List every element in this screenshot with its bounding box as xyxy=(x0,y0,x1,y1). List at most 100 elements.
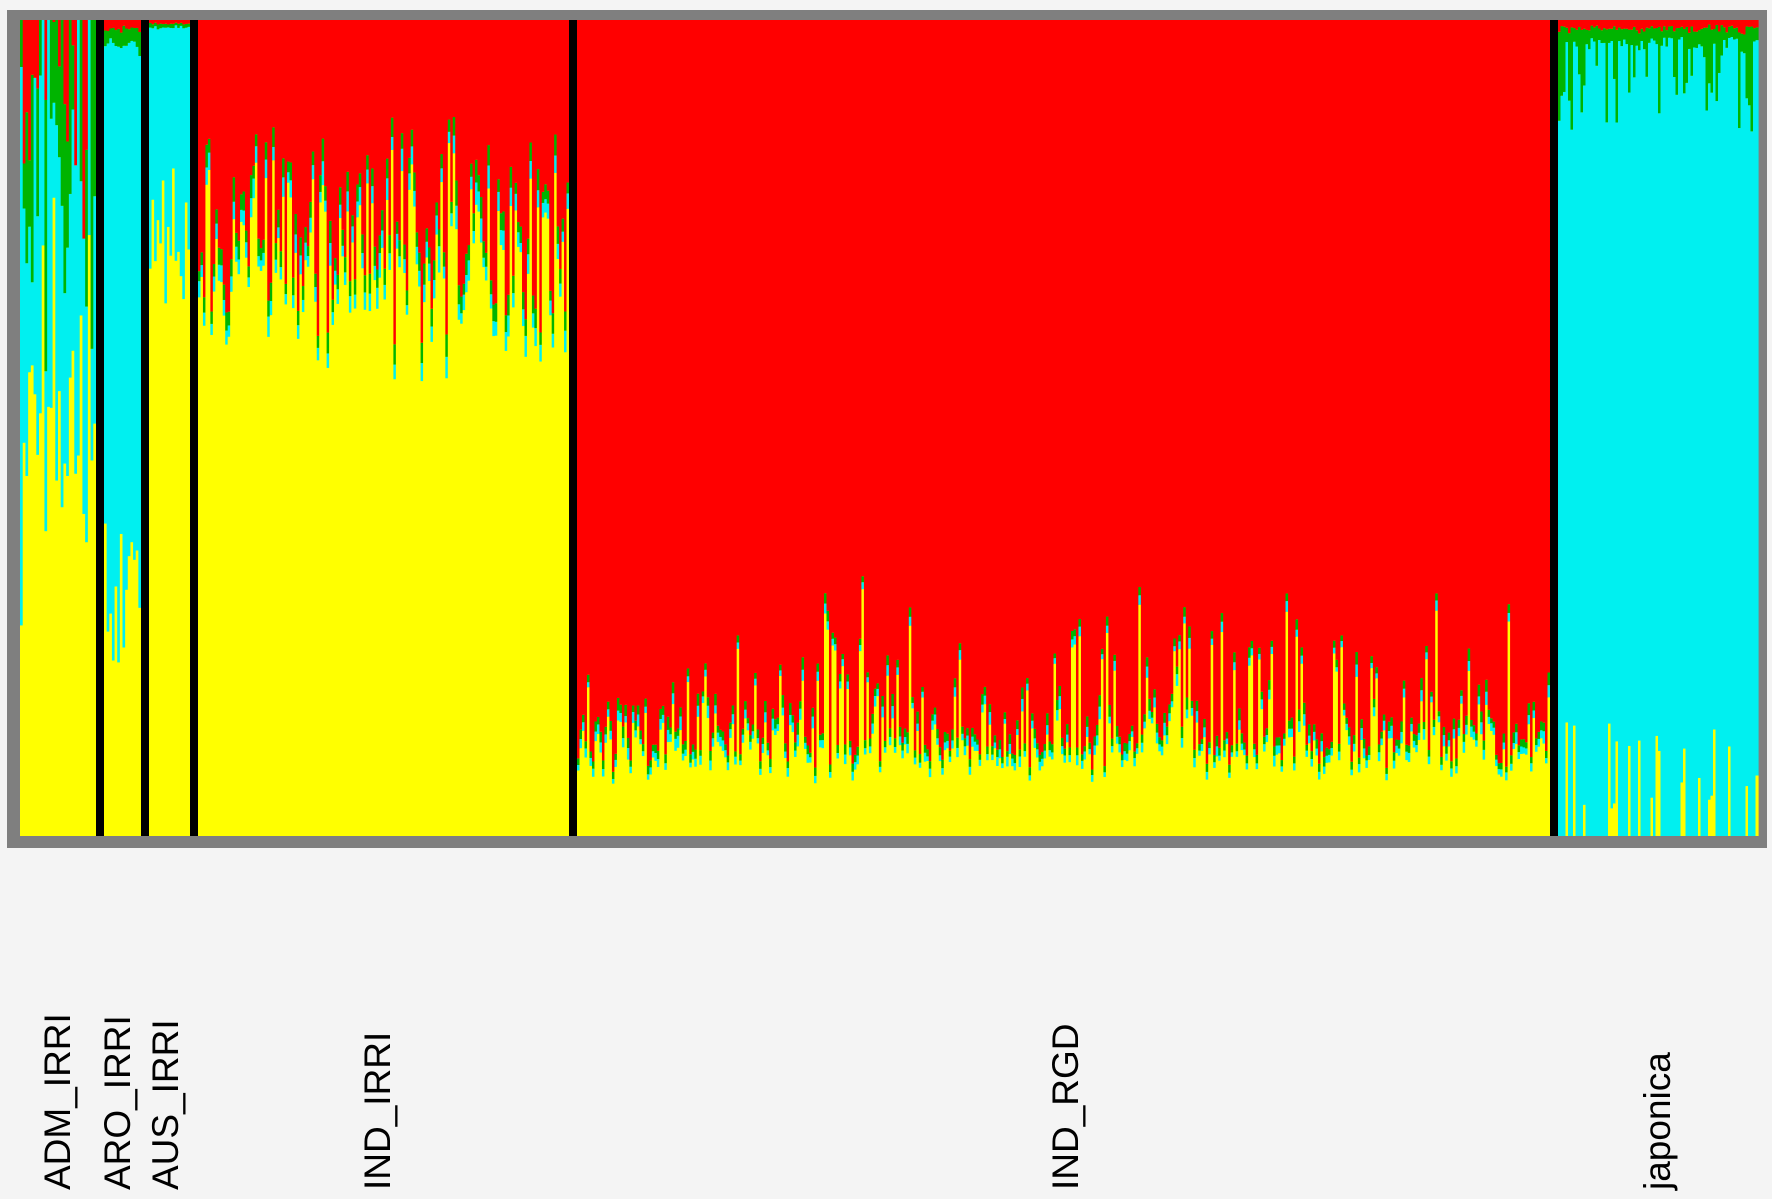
bar-ind_rgd-84-yellow xyxy=(786,776,790,836)
bar-adm_irri-18-green xyxy=(68,20,73,194)
bar-ind_rgd-32-cyan xyxy=(656,759,660,767)
bar-ind_rgd-352-green xyxy=(1455,758,1459,767)
bar-ind_rgd-264-green xyxy=(1235,743,1239,752)
bar-ind_irri-49-cyan xyxy=(319,191,323,203)
bar-ind_rgd-219-green xyxy=(1123,742,1127,752)
bar-ind_rgd-141-red xyxy=(928,20,932,762)
bar-adm_irri-18-yellow xyxy=(68,377,73,836)
bar-ind_rgd-317-yellow xyxy=(1367,759,1371,836)
bar-ind_rgd-380-red xyxy=(1525,20,1529,743)
bar-ind_rgd-309-cyan xyxy=(1347,736,1352,745)
bar-aus_irri-7-cyan xyxy=(166,27,171,227)
bar-japonica-7-red xyxy=(1575,20,1579,30)
bar-ind_irri-140-yellow xyxy=(544,212,548,836)
bar-ind_rgd-372-red xyxy=(1505,20,1509,767)
bar-ind_irri-116-cyan xyxy=(484,266,488,281)
bar-japonica-68-green xyxy=(1728,26,1732,38)
bar-ind_rgd-46-red xyxy=(691,20,695,745)
bar-adm_irri-5-yellow xyxy=(33,394,37,836)
bar-ind_rgd-286-green xyxy=(1290,717,1294,729)
bar-ind_irri-26-cyan xyxy=(262,252,266,266)
bar-ind_rgd-238-cyan xyxy=(1170,701,1174,708)
bar-ind_rgd-132-yellow xyxy=(906,753,910,836)
bar-japonica-16-red xyxy=(1598,20,1602,29)
bar-adm_irri-9-green xyxy=(44,99,48,372)
bar-ind_rgd-319-red xyxy=(1372,20,1376,699)
bar-ind_rgd-180-yellow xyxy=(1026,690,1030,836)
bar-ind_irri-97-yellow xyxy=(437,272,441,836)
bar-ind_rgd-80-red xyxy=(776,20,780,718)
bar-ind_rgd-308-red xyxy=(1345,20,1349,718)
bar-ind_irri-34-red xyxy=(282,20,286,159)
bar-ind_irri-10-red xyxy=(222,20,226,285)
bar-japonica-47-red xyxy=(1675,20,1679,29)
bar-ind_irri-24-red xyxy=(257,20,261,239)
bar-ind_rgd-288-yellow xyxy=(1295,636,1299,836)
bar-adm_irri-3-green xyxy=(28,160,32,227)
bar-ind_irri-64-green xyxy=(356,184,360,202)
bar-ind_rgd-184-cyan xyxy=(1036,749,1040,758)
bar-ind_rgd-148-cyan xyxy=(946,740,950,749)
bar-ind_rgd-170-cyan xyxy=(1001,763,1005,769)
bar-ind_rgd-373-green xyxy=(1507,604,1511,613)
bar-ind_rgd-376-green xyxy=(1515,723,1519,733)
bar-ind_irri-59-cyan xyxy=(343,272,347,285)
bar-ind_rgd-192-red xyxy=(1056,20,1060,701)
bar-ind_rgd-23-red xyxy=(634,20,638,721)
bar-ind_rgd-286-yellow xyxy=(1290,737,1294,836)
bar-ind_rgd-231-red xyxy=(1153,20,1157,690)
bar-ind_rgd-116-cyan xyxy=(866,677,870,683)
bar-ind_rgd-232-yellow xyxy=(1155,743,1159,836)
bar-ind_rgd-52-red xyxy=(706,20,710,698)
bar-ind_irri-123-red xyxy=(502,20,506,212)
bar-ind_rgd-204-red xyxy=(1085,20,1090,717)
bar-ind_rgd-275-green xyxy=(1263,736,1267,745)
bar-ind_irri-67-yellow xyxy=(363,309,367,836)
bar-ind_rgd-215-yellow xyxy=(1113,670,1117,836)
bar-ind_rgd-54-green xyxy=(711,732,715,739)
bar-ind_rgd-388-red xyxy=(1545,20,1549,751)
bar-ind_rgd-245-red xyxy=(1188,20,1192,627)
bar-ind_rgd-261-red xyxy=(1228,20,1232,765)
bar-aro_irri-3-yellow xyxy=(111,660,116,836)
bar-ind_rgd-371-yellow xyxy=(1502,749,1506,836)
bar-ind_rgd-240-red xyxy=(1175,20,1179,667)
bar-ind_rgd-112-yellow xyxy=(856,764,860,836)
bar-japonica-37-cyan xyxy=(1650,38,1654,798)
bar-ind_rgd-339-green xyxy=(1422,722,1426,730)
bar-ind_rgd-297-yellow xyxy=(1317,779,1322,836)
bar-ind_rgd-255-cyan xyxy=(1213,762,1217,768)
bar-ind_irri-74-cyan xyxy=(381,230,385,248)
bar-ind_rgd-294-green xyxy=(1310,751,1314,759)
bar-ind_rgd-95-red xyxy=(814,20,818,768)
bar-japonica-12-cyan xyxy=(1588,49,1592,836)
bar-aus_irri-8-cyan xyxy=(169,27,173,256)
bar-ind_irri-63-green xyxy=(353,279,357,295)
bar-ind_rgd-282-cyan xyxy=(1280,766,1284,772)
bar-ind_rgd-328-yellow xyxy=(1395,753,1399,836)
bar-ind_irri-93-yellow xyxy=(428,280,432,837)
bar-ind_irri-91-yellow xyxy=(423,302,427,836)
bar-aro_irri-1-cyan xyxy=(106,43,110,632)
bar-ind_rgd-9-yellow xyxy=(599,752,603,836)
bar-ind_rgd-313-green xyxy=(1357,757,1361,765)
bar-ind_rgd-312-cyan xyxy=(1355,664,1359,677)
bar-aro_irri-12-green xyxy=(135,27,139,47)
bar-ind_rgd-116-yellow xyxy=(866,682,870,836)
bar-ind_irri-1-red xyxy=(200,20,204,253)
bar-japonica-29-green xyxy=(1630,29,1634,46)
bar-ind_rgd-59-red xyxy=(724,20,728,745)
bar-ind_rgd-283-green xyxy=(1283,733,1287,739)
bar-ind_rgd-239-green xyxy=(1173,638,1177,647)
bar-ind_rgd-155-yellow xyxy=(963,755,967,836)
bar-ind_rgd-146-red xyxy=(941,20,945,760)
bar-ind_irri-59-red xyxy=(343,20,347,258)
bar-ind_rgd-301-yellow xyxy=(1327,762,1332,836)
bar-ind_rgd-313-cyan xyxy=(1357,764,1361,773)
bar-ind_irri-22-red xyxy=(252,20,256,166)
bar-ind_rgd-277-yellow xyxy=(1268,699,1272,836)
bar-ind_rgd-326-cyan xyxy=(1390,725,1394,739)
bar-japonica-19-red xyxy=(1605,20,1609,30)
bar-ind_rgd-140-yellow xyxy=(926,761,930,836)
bar-japonica-1-green xyxy=(1560,26,1564,96)
